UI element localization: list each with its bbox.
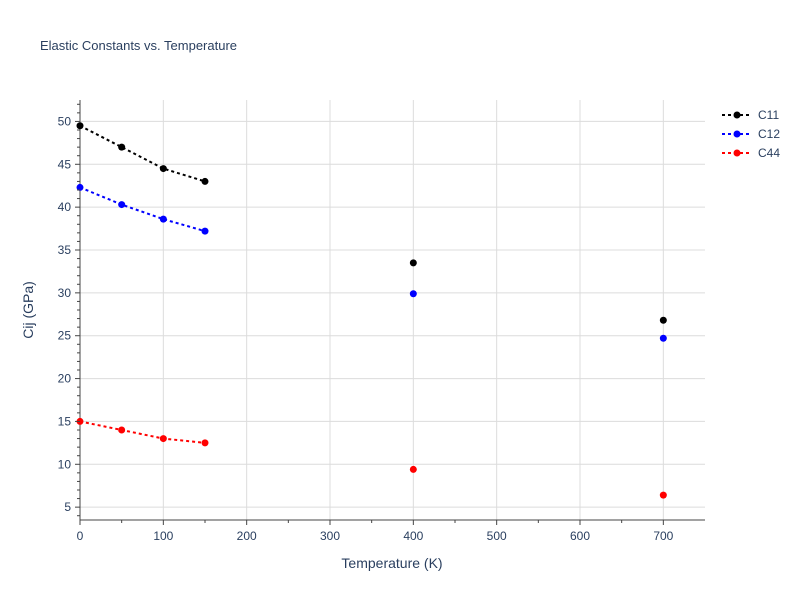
legend-label: C44 bbox=[758, 146, 780, 160]
x-tick-label: 600 bbox=[570, 529, 590, 543]
series-line-c44 bbox=[79, 420, 206, 444]
legend-item-c12[interactable]: C12 bbox=[722, 127, 780, 141]
series-line-c12 bbox=[79, 186, 206, 233]
x-tick-label: 400 bbox=[403, 529, 423, 543]
data-point-c44 bbox=[201, 439, 209, 447]
grid-layer bbox=[80, 100, 705, 520]
legend-item-c11[interactable]: C11 bbox=[722, 108, 779, 122]
data-point-c44 bbox=[409, 465, 417, 473]
y-tick-label: 35 bbox=[58, 243, 72, 257]
y-tick-label: 40 bbox=[58, 200, 72, 214]
y-tick-label: 5 bbox=[64, 500, 71, 514]
data-point-c11 bbox=[659, 316, 667, 324]
data-point-c44 bbox=[159, 435, 167, 443]
data-point-c12 bbox=[659, 334, 667, 342]
x-tick-label: 0 bbox=[77, 529, 84, 543]
data-point-c12 bbox=[118, 201, 126, 209]
data-point-c44 bbox=[118, 426, 126, 434]
x-tick-label: 200 bbox=[237, 529, 257, 543]
series-c11 bbox=[76, 122, 667, 324]
y-tick-label: 20 bbox=[58, 372, 72, 386]
legend-swatch-marker bbox=[733, 130, 741, 138]
x-axis-title: Temperature (K) bbox=[341, 555, 442, 571]
series-c12 bbox=[76, 183, 667, 342]
series-line-c11 bbox=[79, 124, 206, 183]
series-c44 bbox=[76, 417, 667, 499]
y-axis-title: Cij (GPa) bbox=[20, 281, 36, 339]
y-tick-label: 15 bbox=[58, 414, 72, 428]
x-tick-label: 700 bbox=[653, 529, 673, 543]
y-tick-label: 30 bbox=[58, 286, 72, 300]
legend-swatch-marker bbox=[733, 149, 741, 157]
chart-title: Elastic Constants vs. Temperature bbox=[40, 38, 237, 53]
legend-label: C12 bbox=[758, 127, 780, 141]
legend-label: C11 bbox=[758, 108, 779, 122]
y-tick-label: 45 bbox=[58, 157, 72, 171]
data-point-c12 bbox=[409, 290, 417, 298]
data-point-c11 bbox=[201, 177, 209, 185]
x-tick-label: 100 bbox=[153, 529, 173, 543]
y-tick-label: 10 bbox=[58, 457, 72, 471]
data-point-c44 bbox=[659, 491, 667, 499]
data-point-c11 bbox=[409, 259, 417, 267]
x-tick-label: 500 bbox=[487, 529, 507, 543]
axes-layer bbox=[79, 100, 705, 521]
data-point-c12 bbox=[201, 227, 209, 235]
legend-item-c44[interactable]: C44 bbox=[722, 146, 780, 160]
legend-swatch-marker bbox=[733, 111, 741, 119]
data-point-c11 bbox=[159, 165, 167, 173]
y-tick-label: 50 bbox=[58, 114, 72, 128]
data-point-c12 bbox=[159, 215, 167, 223]
x-tick-label: 300 bbox=[320, 529, 340, 543]
y-tick-label: 25 bbox=[58, 329, 72, 343]
data-point-c12 bbox=[76, 183, 84, 191]
legend: C11 C12 C44 bbox=[722, 108, 780, 160]
series-layer bbox=[76, 122, 667, 499]
data-point-c11 bbox=[76, 122, 84, 130]
data-point-c11 bbox=[118, 143, 126, 151]
ticks-layer: 0 100 200 300 400 500 600 700 5 10 15 20 25 30 35 40 45 5… bbox=[58, 103, 674, 543]
